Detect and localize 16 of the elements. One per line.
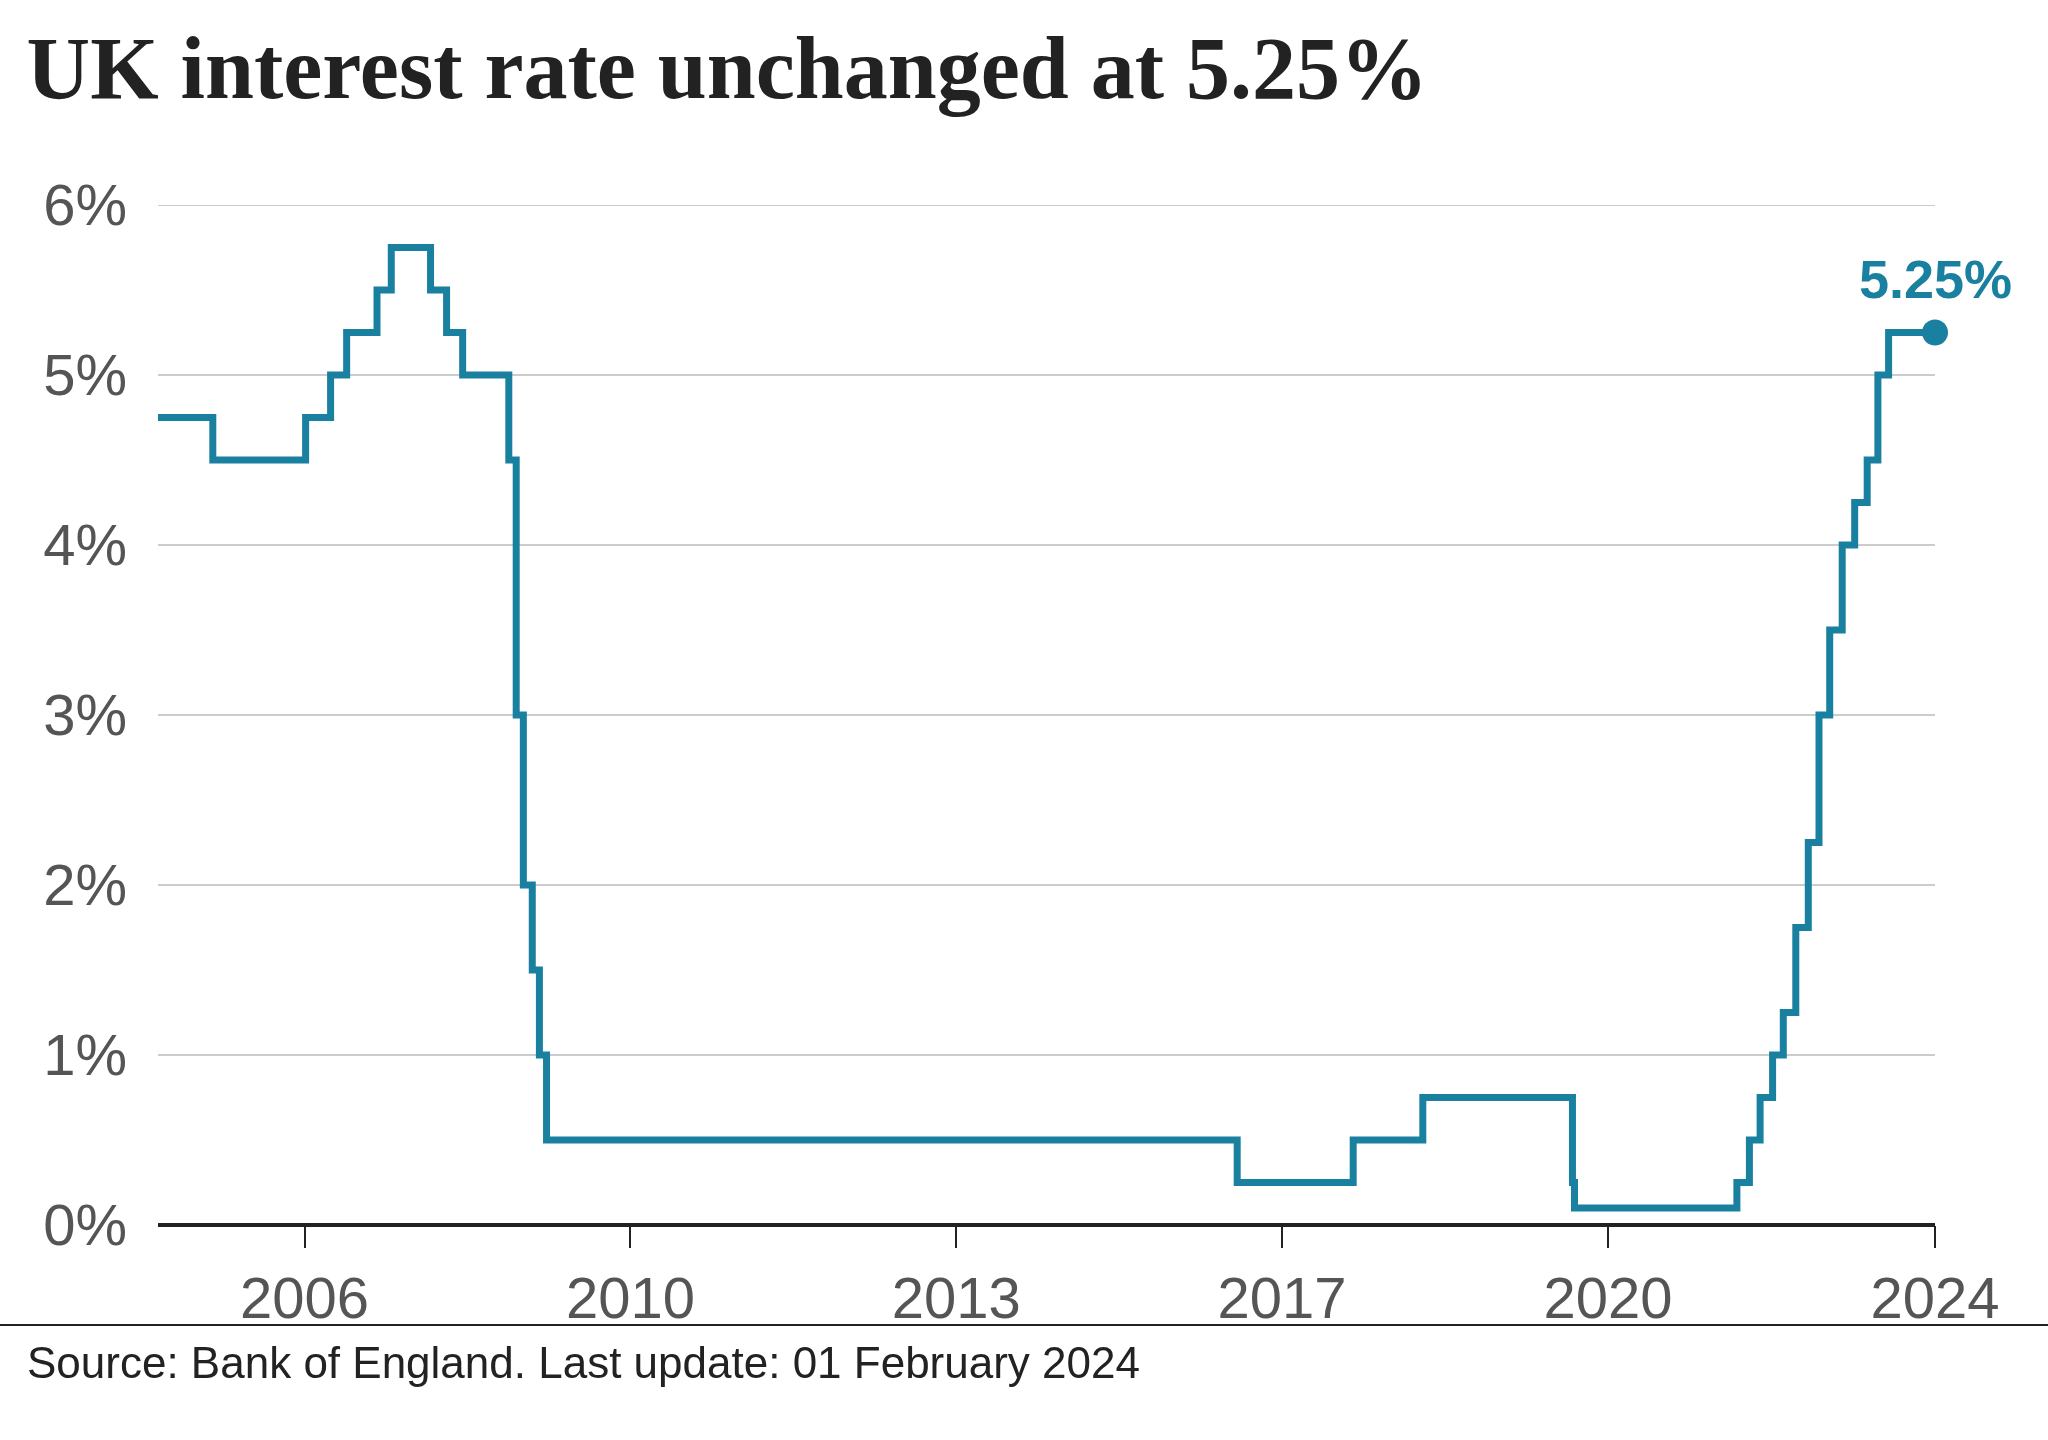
x-tick-label: 2017 (1217, 1264, 1347, 1330)
x-tick-label: 2006 (240, 1264, 370, 1330)
source-note: Source: Bank of England. Last update: 01 February 2024 (27, 1338, 1140, 1387)
y-tick-label: 5% (43, 342, 127, 408)
chart-title: UK interest rate unchanged at 5.25% (26, 19, 1429, 117)
x-tick-label: 2024 (1870, 1264, 2000, 1330)
x-tick-label: 2020 (1543, 1264, 1673, 1330)
y-tick-label: 2% (43, 852, 127, 918)
x-tick-label: 2010 (565, 1264, 695, 1330)
annotation: 5.25% (1859, 249, 2013, 309)
y-tick-label: 6% (43, 172, 127, 238)
x-tick-label: 2013 (891, 1264, 1021, 1330)
y-tick-label: 3% (43, 682, 127, 748)
y-tick-label: 0% (43, 1192, 127, 1258)
y-tick-label: 1% (43, 1022, 127, 1088)
y-tick-label: 4% (43, 512, 127, 578)
